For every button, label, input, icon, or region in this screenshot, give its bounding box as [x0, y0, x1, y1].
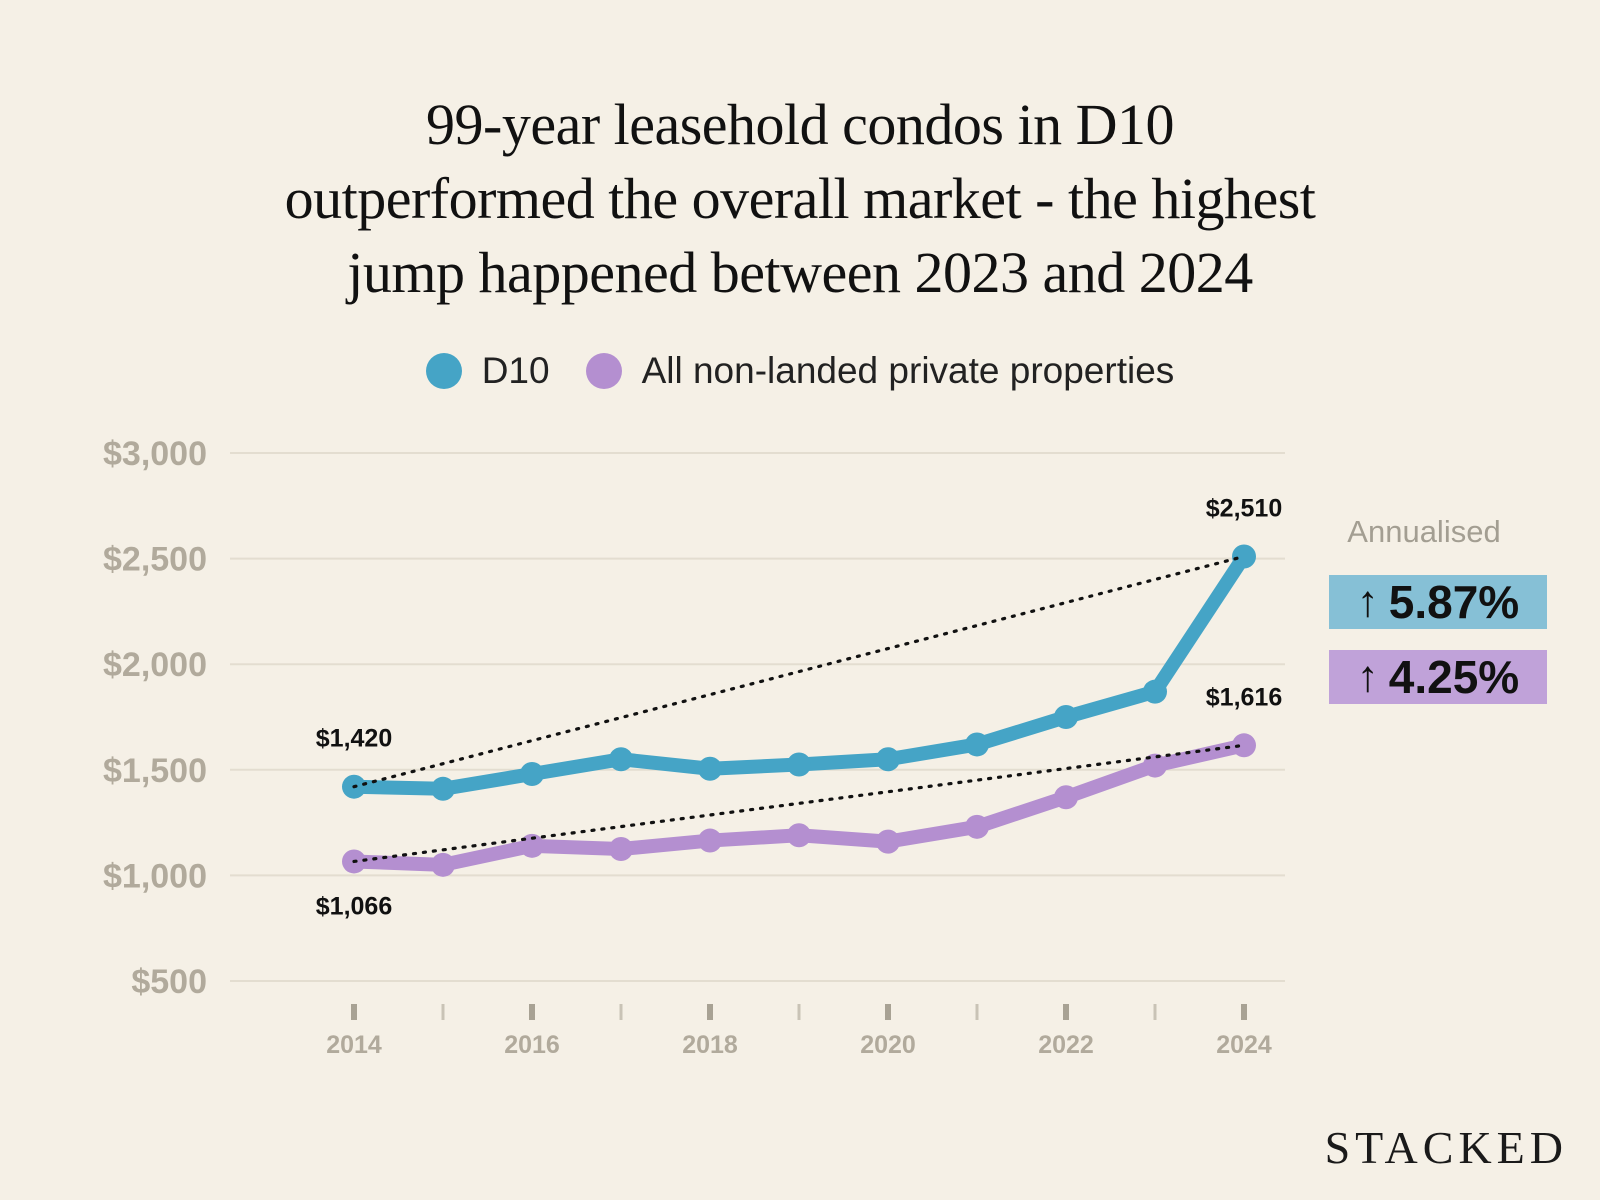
x-tick-mark: [707, 1004, 713, 1020]
x-tick-label: 2018: [682, 1031, 738, 1059]
annualised-label: Annualised: [1347, 514, 1501, 549]
data-label: $1,616: [1206, 683, 1282, 711]
x-tick-mark: [1063, 1004, 1069, 1020]
y-tick-label: $2,500: [103, 541, 207, 579]
y-tick-label: $3,000: [103, 435, 207, 473]
y-tick-label: $1,500: [103, 752, 207, 790]
title-line-2: outperformed the overall market - the hi…: [284, 166, 1316, 231]
x-tick-mark: [1153, 1004, 1157, 1020]
data-point: [431, 852, 455, 877]
data-point: [1232, 733, 1256, 758]
data-point: [520, 762, 544, 787]
data-point: [698, 828, 722, 853]
legend-swatch-d10: [425, 353, 462, 389]
x-tick-label: 2014: [326, 1031, 382, 1059]
data-point: [1232, 544, 1256, 569]
data-point: [965, 814, 989, 839]
x-tick-label: 2016: [504, 1031, 560, 1059]
up-arrow-icon: ↑: [1356, 577, 1379, 626]
data-point: [609, 837, 633, 861]
x-tick-mark: [1241, 1004, 1247, 1020]
data-point: [787, 823, 811, 848]
legend-label-d10: D10: [481, 350, 550, 391]
title-line-1: 99-year leasehold condos in D10: [426, 92, 1174, 157]
annualised-value-all-non-landed: 4.25%: [1388, 651, 1520, 703]
data-point: [1054, 785, 1078, 810]
data-point: [787, 752, 811, 777]
y-tick-label: $2,000: [103, 646, 207, 684]
brand-logo-text: STACKED: [1324, 1122, 1568, 1173]
x-tick-label: 2022: [1038, 1031, 1094, 1059]
data-point: [1143, 679, 1167, 704]
data-point: [1143, 753, 1167, 778]
data-label: $1,420: [316, 725, 392, 753]
x-tick-label: 2024: [1216, 1031, 1272, 1059]
data-label: $2,510: [1206, 494, 1282, 522]
annualised-badge-all-non-landed: ↑ 4.25%: [1329, 650, 1547, 704]
title-line-3: jump happened between 2023 and 2024: [347, 240, 1253, 305]
data-label: $1,066: [316, 892, 392, 920]
x-tick-label: 2020: [860, 1031, 916, 1059]
trendline: [352, 554, 1246, 789]
x-tick-mark: [441, 1004, 445, 1020]
data-point: [698, 756, 722, 781]
x-tick-mark: [885, 1004, 891, 1020]
x-tick-mark: [797, 1004, 801, 1020]
data-point: [431, 776, 455, 801]
annualised-value-d10: 5.87%: [1388, 576, 1520, 628]
y-tick-label: $1,000: [103, 857, 207, 895]
y-tick-label: $500: [131, 963, 207, 1001]
x-tick-mark: [529, 1004, 535, 1020]
annualised-badge-d10: ↑ 5.87%: [1329, 575, 1547, 629]
legend: D10 All non-landed private properties: [0, 350, 1600, 392]
trendline: [352, 743, 1246, 864]
x-tick-mark: [619, 1004, 623, 1020]
data-point: [609, 747, 633, 772]
chart-title: 99-year leasehold condos in D10 outperfo…: [0, 88, 1600, 310]
legend-item-d10: D10: [425, 350, 550, 392]
data-point: [876, 747, 900, 772]
data-point: [1054, 705, 1078, 729]
x-tick-mark: [351, 1004, 357, 1020]
legend-swatch-all-non-landed: [585, 353, 622, 389]
data-point: [965, 732, 989, 757]
legend-label-all-non-landed: All non-landed private properties: [641, 350, 1175, 391]
legend-item-all-non-landed: All non-landed private properties: [585, 350, 1175, 392]
up-arrow-icon: ↑: [1356, 652, 1379, 701]
data-point: [876, 829, 900, 854]
x-tick-mark: [975, 1004, 979, 1020]
